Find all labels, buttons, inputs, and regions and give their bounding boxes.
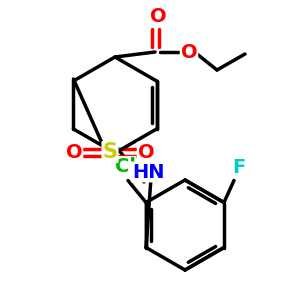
Text: Cl: Cl <box>115 157 136 176</box>
Text: O: O <box>181 43 197 61</box>
Text: O: O <box>66 142 82 161</box>
Text: HN: HN <box>132 163 164 182</box>
Text: O: O <box>138 142 154 161</box>
Text: F: F <box>232 158 246 177</box>
Text: O: O <box>150 7 166 26</box>
Text: S: S <box>103 142 118 162</box>
